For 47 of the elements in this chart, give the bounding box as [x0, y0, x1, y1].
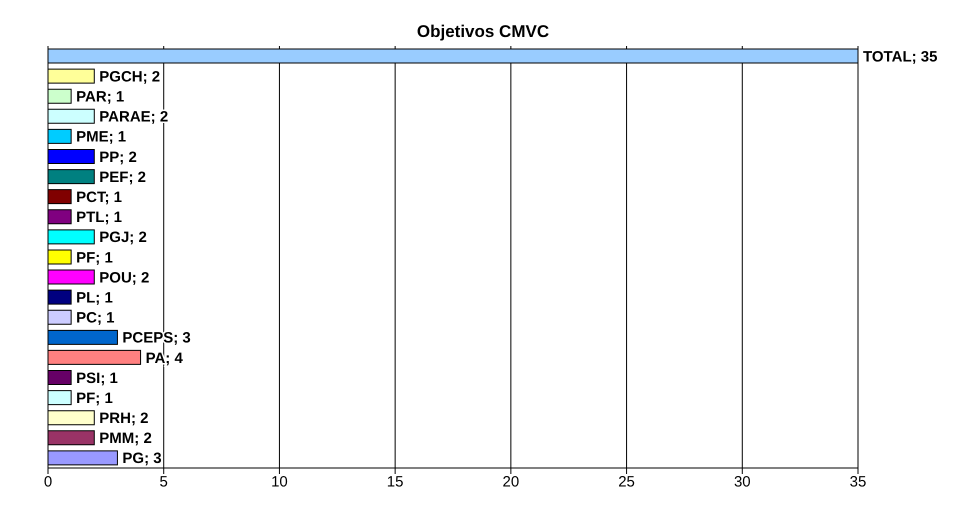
bar [48, 249, 72, 264]
x-tick-label: 10 [271, 474, 288, 491]
data-label: TOTAL; 35 [863, 48, 938, 66]
data-label: PC; 1 [76, 310, 114, 327]
bar [48, 229, 95, 244]
bar [48, 350, 142, 365]
bar [48, 270, 95, 285]
bar [48, 189, 72, 204]
data-label: PME; 1 [76, 128, 126, 146]
data-label: PF; 1 [76, 249, 113, 266]
bar [48, 370, 72, 386]
bar [48, 330, 118, 345]
bar [48, 209, 72, 224]
bar [48, 88, 72, 104]
bar [48, 390, 72, 406]
bar [48, 148, 95, 164]
data-label: PL; 1 [76, 289, 113, 306]
data-label: PCT; 1 [76, 188, 122, 206]
bar [48, 430, 95, 446]
x-tick-label: 5 [160, 474, 168, 491]
data-label: PP; 2 [99, 148, 137, 166]
bar [48, 290, 72, 305]
data-label: PG; 3 [122, 450, 162, 468]
bar [48, 410, 95, 426]
data-label: PEF; 2 [99, 168, 146, 186]
data-label: PGCH; 2 [99, 68, 160, 86]
bar [48, 310, 72, 325]
data-label: PSI; 1 [76, 370, 118, 387]
x-tick-label: 20 [502, 474, 520, 491]
data-label: PTL; 1 [76, 209, 122, 226]
chart-title: Objetivos CMVC [416, 22, 550, 42]
data-label: POU; 2 [99, 269, 150, 286]
data-label: PRH; 2 [99, 410, 148, 428]
data-label: PF; 1 [76, 390, 113, 407]
data-label: PGJ; 2 [99, 229, 147, 246]
bar [48, 68, 95, 84]
x-tick-label: 15 [386, 474, 404, 491]
x-tick-label: 30 [734, 474, 751, 491]
data-label: PAR; 1 [76, 88, 124, 106]
x-tick-label: 0 [44, 474, 52, 491]
data-label: PMM; 2 [99, 430, 152, 448]
x-tick-label: 25 [618, 474, 635, 491]
bar [48, 169, 95, 184]
bar [48, 450, 118, 466]
bar [48, 108, 95, 124]
bar [48, 128, 72, 144]
x-tick-label: 35 [850, 474, 866, 491]
